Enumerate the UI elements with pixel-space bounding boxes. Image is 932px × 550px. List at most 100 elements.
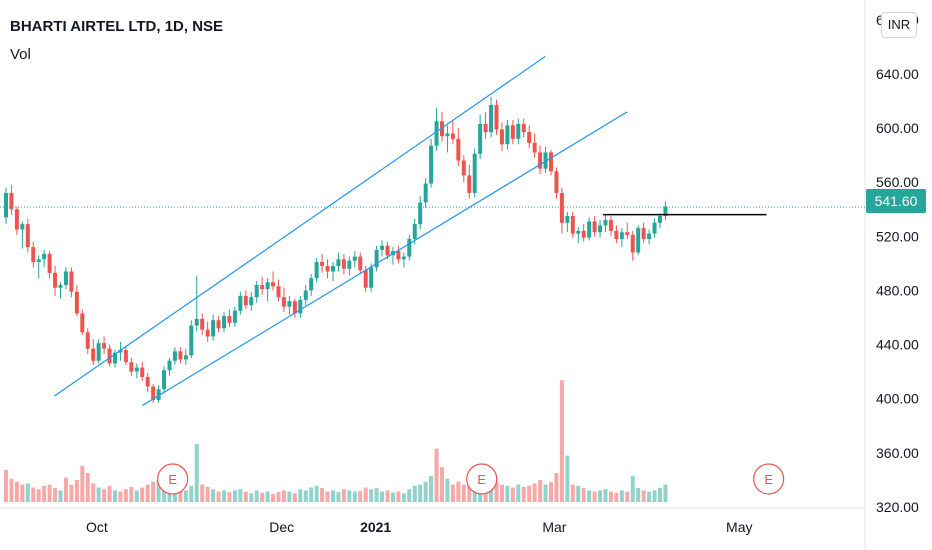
candle-body (658, 216, 662, 223)
volume-bar (113, 490, 117, 502)
volume-bar (309, 487, 314, 502)
earnings-circle (753, 463, 785, 495)
volume-bar (9, 478, 14, 502)
candle-body (134, 367, 139, 372)
earnings-marker: E (466, 463, 498, 495)
candle-body (494, 105, 499, 130)
candle-body (396, 251, 401, 260)
channel-upper-line (54, 55, 546, 397)
candle-body (320, 262, 325, 267)
volume-bar (587, 490, 592, 502)
candle-body (385, 245, 390, 256)
candle-body (652, 222, 657, 234)
volume-bar (194, 444, 199, 502)
y-tick-label: 600.00 (876, 120, 919, 136)
volume-bar (450, 484, 455, 502)
candle-body (47, 253, 52, 273)
candle-body (434, 121, 439, 146)
candle-body (336, 259, 341, 267)
volume-bar (292, 493, 297, 502)
volume-bar (380, 491, 385, 502)
candle-body (472, 153, 477, 194)
candle-body (456, 138, 461, 161)
candle-body (363, 270, 368, 288)
volume-bar (625, 491, 630, 502)
candle-body (440, 121, 444, 137)
candle-body (380, 245, 385, 250)
volume-bar (549, 482, 553, 502)
volume-bar (222, 490, 226, 502)
volume-bar (554, 473, 559, 502)
volume-bar (80, 466, 85, 502)
volume-bar (42, 485, 47, 502)
candle-body (91, 348, 96, 361)
volume-bar (516, 484, 521, 502)
candle-body (554, 171, 559, 194)
candle-body (281, 297, 286, 307)
volume-bar (254, 490, 259, 502)
candle-body (489, 105, 494, 133)
candle-body (570, 216, 575, 234)
volume-bar (151, 481, 156, 502)
candle-body (123, 349, 128, 363)
volume-bar (36, 489, 41, 502)
volume-bar (614, 492, 619, 502)
volume-bar (249, 493, 254, 502)
volume-bar (401, 493, 406, 502)
chart-title: BHARTI AIRTEL LTD, 1D, NSE (10, 18, 224, 35)
volume-bar (499, 484, 504, 502)
candle-body (222, 316, 226, 329)
candle-body (641, 228, 646, 240)
candle-body (183, 355, 188, 360)
candle-body (510, 125, 515, 139)
earnings-label: E (764, 472, 773, 487)
volume-bar (145, 484, 150, 502)
candle-body (407, 239, 412, 257)
volume-bar (200, 484, 205, 502)
candle-body (200, 318, 205, 330)
candle-body (292, 301, 297, 314)
candle-body (358, 256, 363, 271)
candle-body (619, 232, 624, 240)
volume-bar (227, 492, 232, 502)
candle-body (53, 272, 58, 288)
candle-body (140, 367, 145, 378)
y-tick-label: 640.00 (876, 66, 919, 82)
y-tick-label: 480.00 (876, 282, 919, 298)
volume-bar (189, 485, 194, 502)
volume-bar (641, 490, 646, 502)
volume-bar (445, 478, 450, 502)
candlesticks (4, 96, 668, 403)
volume-bar (25, 483, 30, 502)
currency-button[interactable]: INR (881, 12, 917, 38)
volume-bar (418, 484, 423, 502)
candle-body (587, 221, 592, 238)
y-tick-label: 440.00 (876, 337, 919, 353)
candle-body (36, 259, 41, 263)
volume-bar (102, 489, 107, 502)
last-price-label: 541.60 (866, 189, 926, 213)
volume-bar (123, 489, 128, 502)
volume-bar (96, 487, 101, 502)
candle-body (107, 348, 112, 364)
volume-bar (543, 484, 548, 502)
channel-lower-line (142, 111, 628, 406)
volume-legend: Vol (10, 46, 31, 63)
candle-body (483, 124, 488, 133)
candle-body (331, 266, 335, 272)
candle-body (499, 129, 504, 145)
volume-bar (31, 487, 36, 502)
candle-body (74, 291, 79, 314)
candle-body (347, 260, 352, 269)
candle-body (401, 256, 406, 260)
volume-bar (140, 487, 145, 502)
candle-body (625, 232, 630, 235)
candle-body (69, 271, 74, 292)
candle-body (314, 262, 319, 279)
candle-body (167, 360, 172, 371)
volume-bar (663, 484, 668, 502)
candle-body (129, 362, 134, 372)
candle-body (614, 230, 619, 240)
x-tick-label: 2021 (360, 519, 391, 535)
